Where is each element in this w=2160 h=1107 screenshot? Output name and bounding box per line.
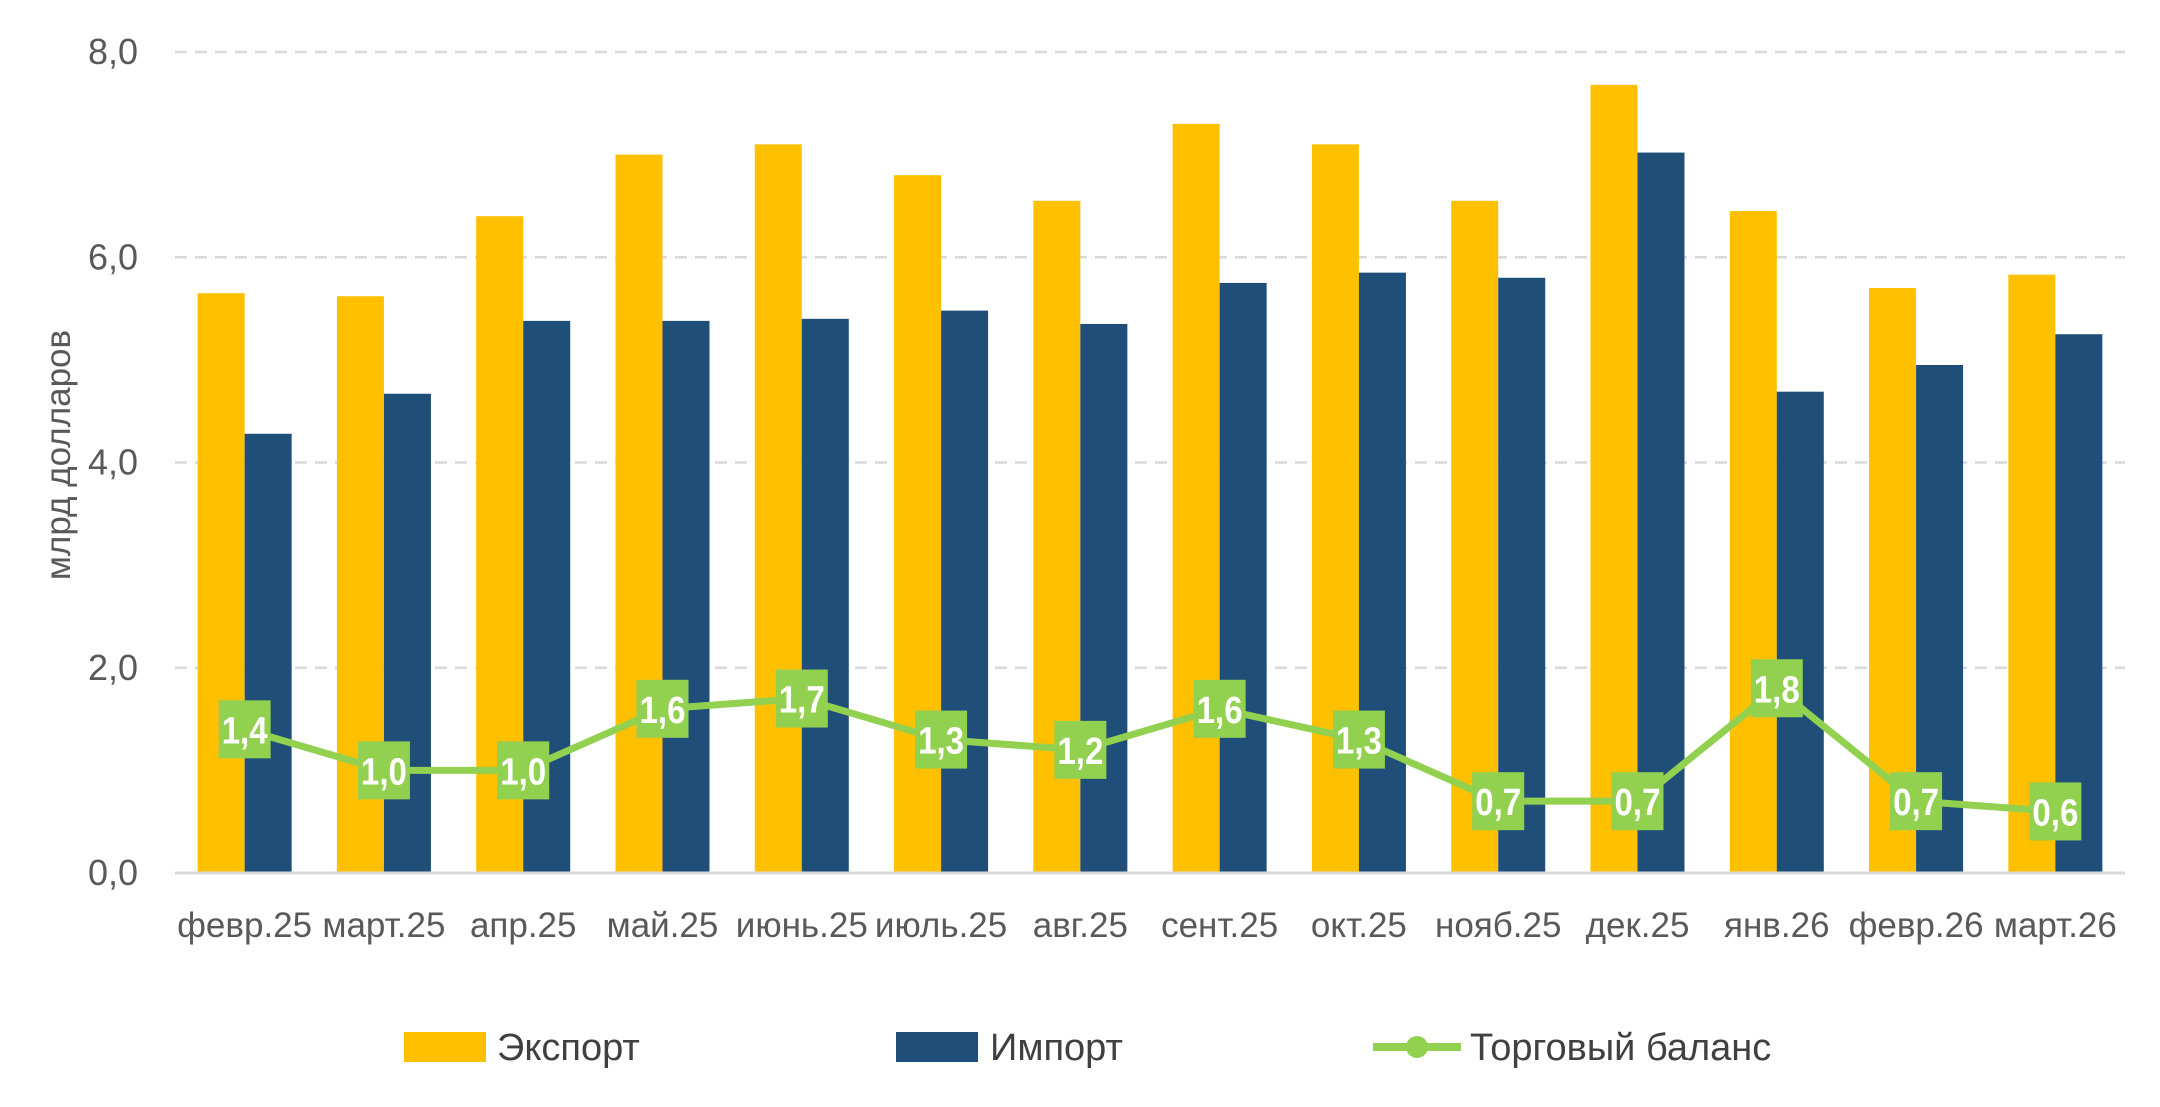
data-label-box (357, 741, 410, 800)
data-label-box (636, 679, 689, 738)
data-label-box (497, 741, 550, 800)
x-tick-label: апр.25 (470, 906, 577, 945)
import-bar (1776, 391, 1824, 873)
y-tick-label: 4,0 (88, 442, 138, 483)
data-label-box (1332, 710, 1385, 769)
data-label-text: 1,7 (779, 680, 825, 722)
export-bar (1729, 211, 1777, 874)
data-label-text: 1,6 (1197, 690, 1243, 732)
balance-data-label: 0,7 (1611, 772, 1664, 831)
balance-data-label: 1,7 (775, 669, 828, 728)
data-label-text: 1,6 (640, 690, 686, 732)
legend-swatch (404, 1032, 486, 1062)
legend-label: Импорт (990, 1027, 1123, 1069)
data-label-text: 1,0 (361, 751, 407, 793)
import-bar (1637, 152, 1685, 873)
legend-label: Экспорт (497, 1027, 640, 1069)
balance-data-label: 1,6 (636, 679, 689, 738)
data-label-text: 1,3 (918, 721, 964, 763)
balance-data-label: 1,0 (497, 741, 550, 800)
data-label-box (1472, 772, 1525, 831)
data-label-text: 0,7 (1893, 782, 1939, 824)
data-label-text: 1,0 (500, 751, 546, 793)
y-tick-label: 2,0 (88, 647, 138, 688)
import-bar (801, 318, 849, 873)
export-bar (1172, 123, 1220, 873)
balance-data-label: 1,6 (1193, 679, 1246, 738)
x-tick-label: июнь.25 (736, 906, 868, 945)
x-axis-ticks: февр.25 март.25 апр.25 май.25 июнь.25 июль.25… (177, 906, 2117, 945)
y-tick-label: 0,0 (88, 852, 138, 893)
export-bar (754, 144, 802, 874)
legend: Экспорт Импорт Торговый баланс (404, 1027, 1771, 1069)
data-label-box (1054, 720, 1107, 779)
data-label-text: 0,7 (1475, 782, 1521, 824)
legend-item-export: Экспорт (404, 1027, 640, 1069)
balance-data-label: 0,7 (1890, 772, 1943, 831)
x-tick-label: дек.25 (1586, 906, 1690, 945)
data-label-box (1750, 659, 1803, 718)
x-tick-label: нояб.25 (1435, 906, 1561, 945)
data-label-box (2029, 782, 2082, 841)
x-tick-label: июль.25 (875, 906, 1007, 945)
import-bar (662, 320, 710, 873)
export-bar (1590, 84, 1638, 874)
data-label-box (1890, 772, 1943, 831)
balance-data-label: 0,7 (1472, 772, 1525, 831)
data-label-text: 1,8 (1754, 669, 1800, 711)
import-bar (1080, 323, 1128, 873)
balance-data-label: 1,8 (1750, 659, 1803, 718)
data-label-text: 1,3 (1336, 721, 1382, 763)
y-axis-title: млрд долларов (39, 330, 78, 580)
balance-data-label: 1,0 (357, 741, 410, 800)
legend-swatch (896, 1032, 978, 1062)
data-label-box (218, 700, 271, 759)
data-label-text: 0,6 (2032, 792, 2078, 834)
export-bar (615, 154, 663, 873)
balance-data-label: 1,4 (218, 700, 271, 759)
data-label-text: 1,2 (1057, 731, 1103, 773)
import-bar (1358, 272, 1406, 873)
data-label-box (915, 710, 968, 769)
x-tick-label: окт.25 (1311, 906, 1407, 945)
import-bar (383, 393, 431, 873)
legend-swatch-marker (1406, 1036, 1428, 1058)
x-tick-label: сент.25 (1161, 906, 1278, 945)
import-bar (1219, 282, 1267, 873)
export-bar (1451, 200, 1499, 873)
import-bar (244, 433, 292, 873)
gridlines (175, 50, 2125, 669)
balance-data-label: 1,3 (1332, 710, 1385, 769)
balance-data-labels: 1,4 1,0 1,0 1,6 1,7 1,3 1,2 1,6 1,3 0,7 0,7 1,8 0,7 0… (218, 659, 2082, 841)
x-tick-label: янв.26 (1724, 906, 1830, 945)
bars (197, 84, 2103, 874)
export-bar (197, 293, 245, 873)
data-label-text: 0,7 (1615, 782, 1661, 824)
balance-data-label: 1,2 (1054, 720, 1107, 779)
x-tick-label: февр.25 (177, 906, 312, 945)
y-tick-label: 6,0 (88, 236, 138, 277)
legend-item-import: Импорт (896, 1027, 1123, 1069)
y-tick-label: 8,0 (88, 31, 138, 72)
export-bar (2008, 274, 2056, 873)
data-label-box (1193, 679, 1246, 738)
balance-data-label: 1,3 (915, 710, 968, 769)
data-label-box (1611, 772, 1664, 831)
y-axis-ticks: 0,0 2,0 4,0 6,0 8,0 (88, 31, 138, 893)
balance-data-label: 0,6 (2029, 782, 2082, 841)
data-label-box (775, 669, 828, 728)
legend-label: Торговый баланс (1470, 1027, 1771, 1069)
import-bar (941, 310, 989, 873)
x-tick-label: авг.25 (1033, 906, 1128, 945)
data-label-text: 1,4 (222, 710, 268, 752)
legend-item-balance: Торговый баланс (1373, 1027, 1771, 1069)
x-tick-label: май.25 (607, 906, 719, 945)
x-tick-label: февр.26 (1849, 906, 1984, 945)
x-tick-label: март.26 (1994, 906, 2117, 945)
x-tick-label: март.25 (322, 906, 445, 945)
